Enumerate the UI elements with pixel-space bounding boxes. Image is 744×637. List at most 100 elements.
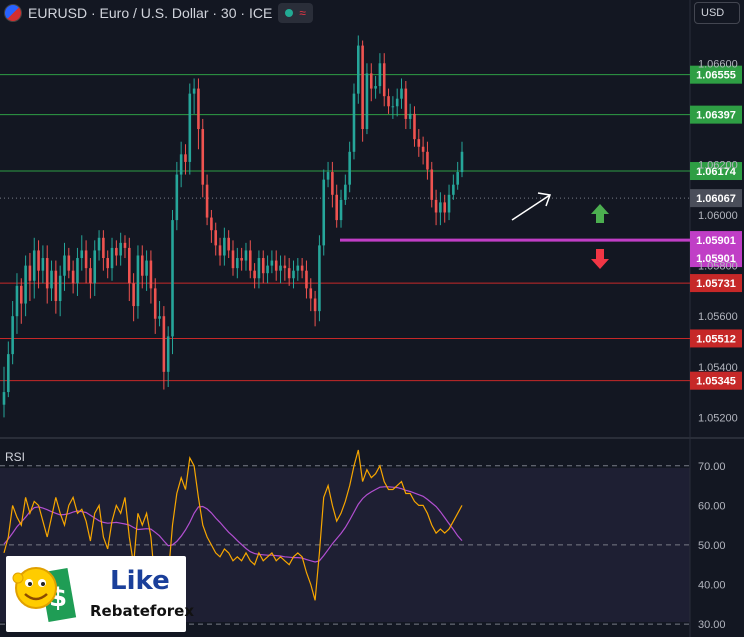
resistance-level-label-bg <box>690 162 742 181</box>
candle-body <box>344 184 347 200</box>
candle-body <box>140 255 144 276</box>
candle-body <box>67 255 71 271</box>
candle-body <box>391 106 395 108</box>
red-down-arrow-icon <box>591 249 609 269</box>
candle-body <box>305 270 308 289</box>
candle-body <box>71 270 75 284</box>
candle-body <box>287 268 291 279</box>
candle-body <box>218 245 222 256</box>
price-tick-label: 1.05400 <box>698 362 738 374</box>
candle-body <box>45 258 49 289</box>
candle-body <box>452 184 455 195</box>
candle-body <box>300 265 304 271</box>
candle-body <box>318 245 321 312</box>
candle-body <box>261 258 265 274</box>
candle-body <box>395 98 399 107</box>
candle-body <box>175 174 179 221</box>
resistance-level-label: 1.06174 <box>696 166 737 178</box>
eurusd-flag-icon <box>4 4 22 22</box>
candle-body <box>7 354 10 393</box>
candle-body <box>426 151 429 170</box>
price-tick-label: 1.05800 <box>698 261 738 273</box>
candle-body <box>244 250 248 261</box>
candle-body <box>231 250 235 269</box>
rsi-tick-label: 60.00 <box>698 500 726 512</box>
candle-body <box>93 250 97 284</box>
resistance-level-label: 1.06555 <box>696 70 736 82</box>
candle-body <box>352 93 356 152</box>
candle-body <box>119 242 122 256</box>
candle-body <box>97 237 101 251</box>
candle-body <box>417 139 421 147</box>
currency-selector[interactable]: USD <box>694 2 740 24</box>
candle-body <box>192 88 196 94</box>
candle-body <box>387 96 390 107</box>
candle-body <box>335 194 338 221</box>
market-status-pill[interactable]: ≈ <box>278 3 313 23</box>
candle-body <box>404 88 408 119</box>
candle-body <box>339 199 343 221</box>
candle-body <box>24 265 27 304</box>
candle-body <box>11 316 14 355</box>
candle-body <box>214 230 218 246</box>
up-arrow-head <box>537 192 552 207</box>
candle-body <box>205 184 209 218</box>
candle-body <box>28 265 32 281</box>
green-dot-icon <box>285 9 294 17</box>
candle-body <box>400 88 403 99</box>
candle-body <box>128 247 131 284</box>
candle-body <box>460 151 464 173</box>
candle-body <box>447 194 451 213</box>
pivot-label: 1.05901 <box>696 235 736 247</box>
candle-body <box>279 265 282 271</box>
candle-body <box>257 258 261 279</box>
logo-text-like: Like <box>110 566 170 596</box>
green-up-arrow-icon <box>591 204 609 223</box>
candle-body <box>106 258 109 269</box>
candle-body <box>374 86 377 89</box>
support-level-label-bg <box>690 274 742 293</box>
candle-body <box>326 172 330 180</box>
symbol-title[interactable]: EURUSD · Euro / U.S. Dollar · 30 · ICE <box>28 5 273 21</box>
price-tick-label: 1.05600 <box>698 311 738 323</box>
candle-body <box>227 237 230 251</box>
candle-body <box>223 237 226 256</box>
rsi-tick-label: 30.00 <box>698 619 726 631</box>
candle-body <box>201 129 205 185</box>
candle-body <box>89 268 92 284</box>
price-tick-label: 1.06600 <box>698 58 738 70</box>
candle-body <box>115 247 118 256</box>
candle-body <box>76 258 79 284</box>
candle-body <box>210 217 213 231</box>
up-arrow-line <box>511 194 551 221</box>
candle-body <box>37 250 40 271</box>
candle-body <box>15 285 19 317</box>
candle-body <box>162 316 166 372</box>
candle-body <box>188 93 192 162</box>
rsi-tick-label: 50.00 <box>698 540 726 552</box>
candle-body <box>110 247 114 269</box>
candle-body <box>171 220 174 337</box>
candle-body <box>456 172 459 185</box>
candle-body <box>348 151 351 185</box>
candle-body <box>365 73 369 130</box>
candle-body <box>197 88 200 130</box>
candle-body <box>331 172 334 195</box>
support-level-label-bg <box>690 329 742 348</box>
rsi-legend-title[interactable]: RSI <box>5 450 26 464</box>
resistance-level-label: 1.06397 <box>696 110 736 122</box>
price-tick-label: 1.05200 <box>698 412 738 424</box>
candle-body <box>382 63 386 97</box>
price-tick-label: 1.06000 <box>698 210 738 222</box>
candle-body <box>50 270 53 289</box>
candle-body <box>102 237 105 259</box>
candle-body <box>153 288 157 319</box>
candle-body <box>19 285 23 304</box>
candle-body <box>253 270 256 279</box>
candle-body <box>274 260 278 271</box>
current-price-label: 1.06067 <box>696 193 736 205</box>
candle-body <box>123 242 127 248</box>
candle-body <box>430 169 434 200</box>
candle-body <box>58 275 62 302</box>
